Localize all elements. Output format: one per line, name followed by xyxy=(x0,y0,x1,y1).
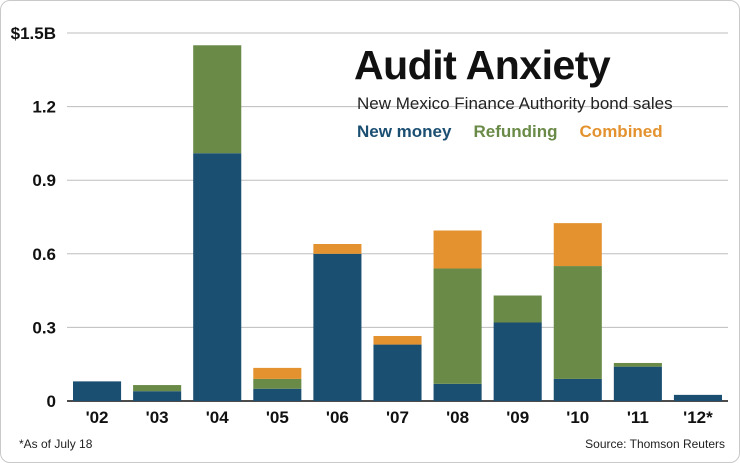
x-tick-label: '08 xyxy=(446,408,469,427)
bar-new-money xyxy=(433,383,482,401)
y-axis-ticks: 0 0.3 0.6 0.9 1.2 $1.5B xyxy=(11,24,56,411)
bar-new-money xyxy=(313,253,362,401)
x-tick-label: '02 xyxy=(86,408,109,427)
bar-refunding xyxy=(133,385,182,392)
x-tick-label: '12* xyxy=(683,408,713,427)
bar-new-money xyxy=(133,391,182,401)
x-tick-label: '04 xyxy=(206,408,229,427)
bar-new-money xyxy=(613,366,662,401)
legend-combined: Combined xyxy=(579,122,663,141)
x-tick-label: '05 xyxy=(266,408,289,427)
bar-refunding xyxy=(613,362,662,367)
y-tick-label: 0.6 xyxy=(32,245,56,264)
bar-new-money xyxy=(193,153,242,401)
bar-new-money xyxy=(73,381,122,401)
x-axis-ticks: '02 '03 '04 '05 '06 '07 '08 '09 '10 '11 '12* xyxy=(86,408,714,427)
footnote: *As of July 18 xyxy=(19,437,93,451)
bar-combined xyxy=(253,367,302,379)
y-tick-label: $1.5B xyxy=(11,24,56,43)
x-tick-label: '11 xyxy=(627,408,649,427)
y-tick-label: 1.2 xyxy=(32,98,56,117)
y-tick-label: 0.3 xyxy=(32,318,56,337)
bar-new-money xyxy=(673,394,722,401)
bars xyxy=(73,45,722,401)
bar-refunding xyxy=(493,295,542,323)
chart-subtitle: New Mexico Finance Authority bond sales xyxy=(357,94,673,113)
bar-combined xyxy=(553,223,602,267)
legend-refunding: Refunding xyxy=(473,122,558,141)
y-tick-label: 0 xyxy=(47,392,56,411)
chart-title: Audit Anxiety xyxy=(354,42,611,88)
legend: New money Refunding Combined xyxy=(357,123,685,140)
y-tick-label: 0.9 xyxy=(32,171,56,190)
bar-new-money xyxy=(493,322,542,401)
x-tick-label: '09 xyxy=(506,408,529,427)
bar-new-money xyxy=(553,378,602,401)
bar-new-money xyxy=(253,388,302,401)
legend-new-money: New money xyxy=(357,122,452,141)
x-tick-label: '10 xyxy=(566,408,589,427)
bar-combined xyxy=(373,335,422,345)
x-tick-label: '03 xyxy=(146,408,169,427)
x-tick-label: '07 xyxy=(386,408,409,427)
bar-combined xyxy=(313,243,362,254)
bar-refunding xyxy=(433,268,482,384)
x-tick-label: '06 xyxy=(326,408,349,427)
bar-combined xyxy=(433,230,482,269)
bar-new-money xyxy=(373,344,422,401)
bar-refunding xyxy=(253,378,302,389)
bar-refunding xyxy=(553,266,602,379)
bar-refunding xyxy=(193,45,242,154)
source-note: Source: Thomson Reuters xyxy=(585,437,725,451)
